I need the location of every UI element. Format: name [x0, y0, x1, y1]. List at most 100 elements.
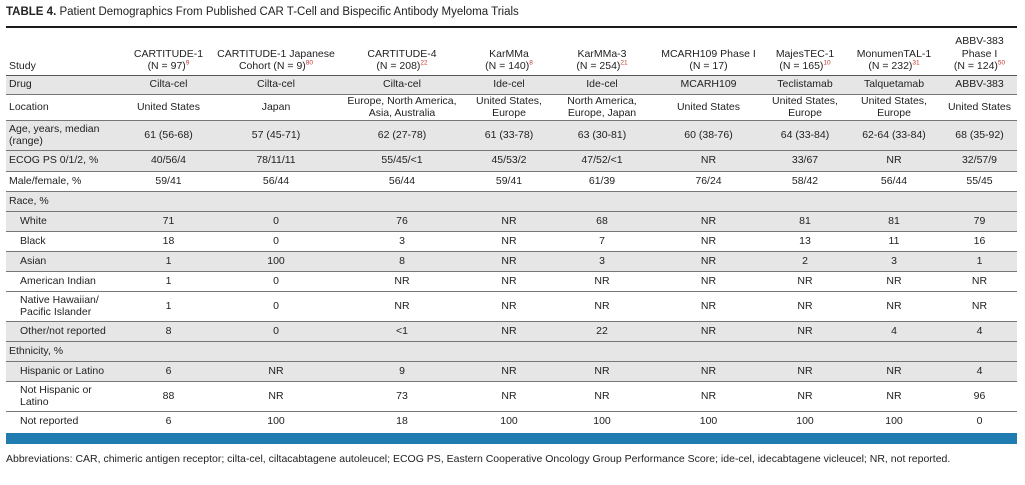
table-cell: United States, Europe — [861, 94, 927, 120]
table-cell: NR — [700, 254, 717, 267]
table-cell — [215, 341, 337, 361]
table-cell: United States, Europe — [476, 94, 542, 120]
table-cell: 79 — [973, 214, 986, 227]
table-cell: 76/24 — [695, 174, 722, 187]
header-col-9: ABBV-383 Phase I (N = 124)50 — [953, 35, 1006, 72]
table-cell: 96 — [973, 389, 986, 402]
table-cell: NR — [501, 364, 517, 377]
row-label: Race, % — [9, 194, 49, 207]
table-cell: 33/67 — [791, 154, 819, 167]
table-cell: 0 — [273, 324, 279, 337]
table-cell — [846, 191, 942, 211]
row-label: Not Hispanic or Latino — [20, 383, 92, 409]
header-col-1: CARTITUDE-1 (N = 97)9 — [133, 47, 204, 73]
table-cell: NR — [501, 274, 517, 287]
table-row: Black 18 0 3 NR 7 NR 13 11 16 — [6, 231, 1017, 251]
table-cell: 76 — [396, 214, 408, 227]
table-cell: NR — [501, 389, 517, 402]
table-cell: 1 — [976, 254, 983, 267]
table-cell: 18 — [162, 234, 175, 247]
table-cell: NR — [501, 214, 517, 227]
table-cell: Cilta-cel — [383, 78, 421, 91]
table-cell: NR — [700, 299, 717, 312]
table-row: Asian 1 100 8 NR 3 NR 2 3 1 — [6, 251, 1017, 271]
table-cell: 4 — [891, 324, 897, 337]
table-cell — [551, 341, 653, 361]
table-cell — [764, 341, 846, 361]
row-label: Native Hawaiian/ Pacific Islander — [20, 293, 99, 319]
table-cell: NR — [700, 389, 717, 402]
table-cell: 60 (38-76) — [684, 128, 733, 141]
table-cell: North America, Europe, Japan — [567, 94, 637, 120]
table-row: Male/female, % 59/41 56/44 56/44 59/41 61/39 7… — [6, 171, 1017, 191]
row-label: Location — [9, 100, 49, 113]
row-label: Black — [20, 234, 46, 247]
table-cell: NR — [971, 299, 988, 312]
table-cell: 2 — [802, 254, 808, 267]
table-cell — [122, 341, 215, 361]
table-cell: Europe, North America, Asia, Australia — [347, 94, 457, 120]
table-cell: 57 (45-71) — [251, 128, 301, 141]
table-cell: 22 — [596, 324, 608, 337]
table-cell: 3 — [399, 234, 405, 247]
header-study: Study — [9, 60, 36, 72]
table-cell: NR — [797, 274, 813, 287]
table-cell: NR — [268, 389, 284, 402]
table-cell: 7 — [599, 234, 605, 247]
table-cell: 59/41 — [155, 174, 182, 187]
table-row: Native Hawaiian/ Pacific Islander 1 0 NR NR N… — [6, 291, 1017, 321]
table-cell: 0 — [273, 214, 279, 227]
table-cell: 100 — [500, 415, 518, 427]
table-cell — [337, 191, 467, 211]
row-label: Hispanic or Latino — [20, 364, 105, 377]
table-cell: 47/52/<1 — [581, 154, 623, 167]
header-col-4: KarMMa (N = 140)8 — [485, 47, 533, 73]
table-number: TABLE 4. — [6, 6, 57, 18]
table-cell: Ide-cel — [586, 78, 618, 91]
table-cell: 62 (27-78) — [377, 128, 427, 141]
table-cell: 71 — [162, 214, 175, 227]
table-cell: United States — [136, 100, 201, 113]
table-cell: 55/45/<1 — [381, 154, 423, 167]
table-cell: NR — [700, 364, 717, 377]
table-cell: 45/53/2 — [491, 154, 527, 167]
table-cell: United States — [676, 100, 741, 113]
table-cell: 1 — [165, 254, 172, 267]
table-cell: 6 — [165, 364, 172, 377]
table-cell: 100 — [699, 415, 718, 427]
table-cell: Cilta-cel — [149, 78, 188, 91]
table-cell: Japan — [261, 100, 291, 113]
table-cell: 100 — [267, 254, 285, 267]
table-cell: 0 — [273, 234, 279, 247]
table-row: ECOG PS 0/1/2, % 40/56/4 78/11/11 55/45/<1 4… — [6, 150, 1017, 171]
footnote: Abbreviations: CAR, chimeric antigen rec… — [6, 453, 951, 465]
table-cell: 13 — [799, 234, 811, 247]
table-row: Other/not reported 8 0 <1 NR 22 NR NR 4 4 — [6, 321, 1017, 341]
table-cell: ABBV-383 — [955, 78, 1004, 91]
table-cell: 1 — [165, 299, 172, 312]
header-col-3: CARTITUDE-4 (N = 208)22 — [367, 47, 437, 73]
table-cell — [846, 341, 942, 361]
table-cell: NR — [700, 214, 717, 227]
table-row: Hispanic or Latino 6 NR 9 NR NR NR NR NR 4 — [6, 361, 1017, 381]
table-cell: 61 (56-68) — [144, 128, 193, 141]
table-cell — [942, 341, 1017, 361]
table-cell: 0 — [273, 299, 279, 312]
table-cell — [551, 191, 653, 211]
table-cell: NR — [594, 364, 610, 377]
table-cell: 81 — [799, 214, 811, 227]
table-cell: NR — [886, 274, 902, 287]
table-cell: 56/44 — [262, 174, 290, 187]
table-cell: NR — [501, 299, 517, 312]
table-cell: 11 — [888, 234, 900, 247]
table-cell — [467, 191, 551, 211]
table-cell — [764, 191, 846, 211]
table-cell: 40/56/4 — [150, 154, 187, 167]
table-cell: 100 — [593, 415, 611, 427]
table-cell: Ide-cel — [493, 78, 525, 91]
table-cell: 0 — [976, 415, 983, 427]
table-cell: NR — [971, 274, 988, 287]
table-row: Age, years, median (range) 61 (56-68) 57 (… — [6, 120, 1017, 150]
table-cell: 61/39 — [588, 174, 616, 187]
row-label: Drug — [9, 78, 32, 91]
